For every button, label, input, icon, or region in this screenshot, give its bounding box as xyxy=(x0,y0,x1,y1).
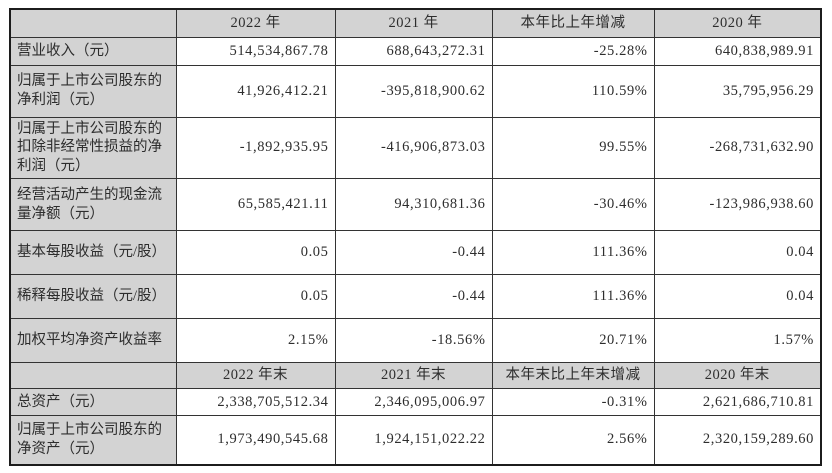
column-header-yoy-change: 本年比上年增减 xyxy=(491,8,655,38)
row-basic-eps: 基本每股收益（元/股） 0.05 -0.44 111.36% 0.04 xyxy=(9,230,822,276)
value-2020: 2,621,686,710.81 xyxy=(653,388,822,417)
value-2022: 0.05 xyxy=(175,230,336,276)
row-label: 加权平均净资产收益率 xyxy=(9,318,177,364)
value-2022: 2,338,705,512.34 xyxy=(175,388,336,417)
row-net-profit-attributable: 归属于上市公司股东的净利润（元） 41,926,412.21 -395,818,… xyxy=(9,64,822,118)
row-net-profit-excl-nonrecurring: 归属于上市公司股东的扣除非经常性损益的净利润（元） -1,892,935.95 … xyxy=(9,116,822,180)
value-yoy-change: -25.28% xyxy=(491,36,655,66)
value-2020: -268,731,632.90 xyxy=(653,116,822,180)
annual-header-row: 2022 年 2021 年 本年比上年增减 2020 年 xyxy=(9,8,822,38)
column-header-2022-year-end: 2022 年末 xyxy=(175,362,336,390)
value-yoy-change: -0.31% xyxy=(491,388,655,417)
row-label: 营业收入（元） xyxy=(9,36,177,66)
row-label: 基本每股收益（元/股） xyxy=(9,230,177,276)
value-2021: -416,906,873.03 xyxy=(334,116,493,180)
value-2022: 514,534,867.78 xyxy=(175,36,336,66)
column-header-2021-year-end: 2021 年末 xyxy=(334,362,493,390)
row-diluted-eps: 稀释每股收益（元/股） 0.05 -0.44 111.36% 0.04 xyxy=(9,274,822,320)
value-2022: 1,973,490,545.68 xyxy=(175,415,336,466)
value-2022: 41,926,412.21 xyxy=(175,64,336,118)
value-yoy-change: 111.36% xyxy=(491,274,655,320)
value-2022: -1,892,935.95 xyxy=(175,116,336,180)
row-operating-revenue: 营业收入（元） 514,534,867.78 688,643,272.31 -2… xyxy=(9,36,822,66)
row-label: 归属于上市公司股东的净利润（元） xyxy=(9,64,177,118)
value-2020: 2,320,159,289.60 xyxy=(653,415,822,466)
value-2020: 640,838,989.91 xyxy=(653,36,822,66)
column-header-2020: 2020 年 xyxy=(653,8,822,38)
row-net-assets-attributable: 归属于上市公司股东的净资产（元） 1,973,490,545.68 1,924,… xyxy=(9,415,822,466)
column-header-2021: 2021 年 xyxy=(334,8,493,38)
value-yoy-change: 110.59% xyxy=(491,64,655,118)
value-2021: -18.56% xyxy=(334,318,493,364)
row-weighted-average-roe: 加权平均净资产收益率 2.15% -18.56% 20.71% 1.57% xyxy=(9,318,822,364)
column-header-empty xyxy=(9,8,177,38)
value-2021: 2,346,095,006.97 xyxy=(334,388,493,417)
value-yoy-change: 20.71% xyxy=(491,318,655,364)
value-2021: 688,643,272.31 xyxy=(334,36,493,66)
value-2021: 1,924,151,022.22 xyxy=(334,415,493,466)
value-2021: 94,310,681.36 xyxy=(334,178,493,232)
row-total-assets: 总资产（元） 2,338,705,512.34 2,346,095,006.97… xyxy=(9,388,822,417)
value-2021: -395,818,900.62 xyxy=(334,64,493,118)
column-header-empty xyxy=(9,362,177,390)
row-label: 经营活动产生的现金流量净额（元） xyxy=(9,178,177,232)
value-2021: -0.44 xyxy=(334,274,493,320)
row-label: 稀释每股收益（元/股） xyxy=(9,274,177,320)
row-label: 归属于上市公司股东的净资产（元） xyxy=(9,415,177,466)
row-label: 归属于上市公司股东的扣除非经常性损益的净利润（元） xyxy=(9,116,177,180)
value-2020: 0.04 xyxy=(653,274,822,320)
row-label: 总资产（元） xyxy=(9,388,177,417)
value-yoy-change: -30.46% xyxy=(491,178,655,232)
value-yoy-change: 99.55% xyxy=(491,116,655,180)
year-end-header-row: 2022 年末 2021 年末 本年末比上年末增减 2020 年末 xyxy=(9,362,822,390)
value-yoy-change: 111.36% xyxy=(491,230,655,276)
value-2022: 2.15% xyxy=(175,318,336,364)
column-header-2020-year-end: 2020 年末 xyxy=(653,362,822,390)
value-2022: 65,585,421.11 xyxy=(175,178,336,232)
value-2020: 35,795,956.29 xyxy=(653,64,822,118)
financial-summary-table: 2022 年 2021 年 本年比上年增减 2020 年 营业收入（元） 514… xyxy=(9,8,822,466)
value-2020: -123,986,938.60 xyxy=(653,178,822,232)
value-2020: 1.57% xyxy=(653,318,822,364)
value-2020: 0.04 xyxy=(653,230,822,276)
column-header-year-end-change: 本年末比上年末增减 xyxy=(491,362,655,390)
column-header-2022: 2022 年 xyxy=(175,8,336,38)
value-2022: 0.05 xyxy=(175,274,336,320)
row-operating-cash-flow: 经营活动产生的现金流量净额（元） 65,585,421.11 94,310,68… xyxy=(9,178,822,232)
value-yoy-change: 2.56% xyxy=(491,415,655,466)
value-2021: -0.44 xyxy=(334,230,493,276)
